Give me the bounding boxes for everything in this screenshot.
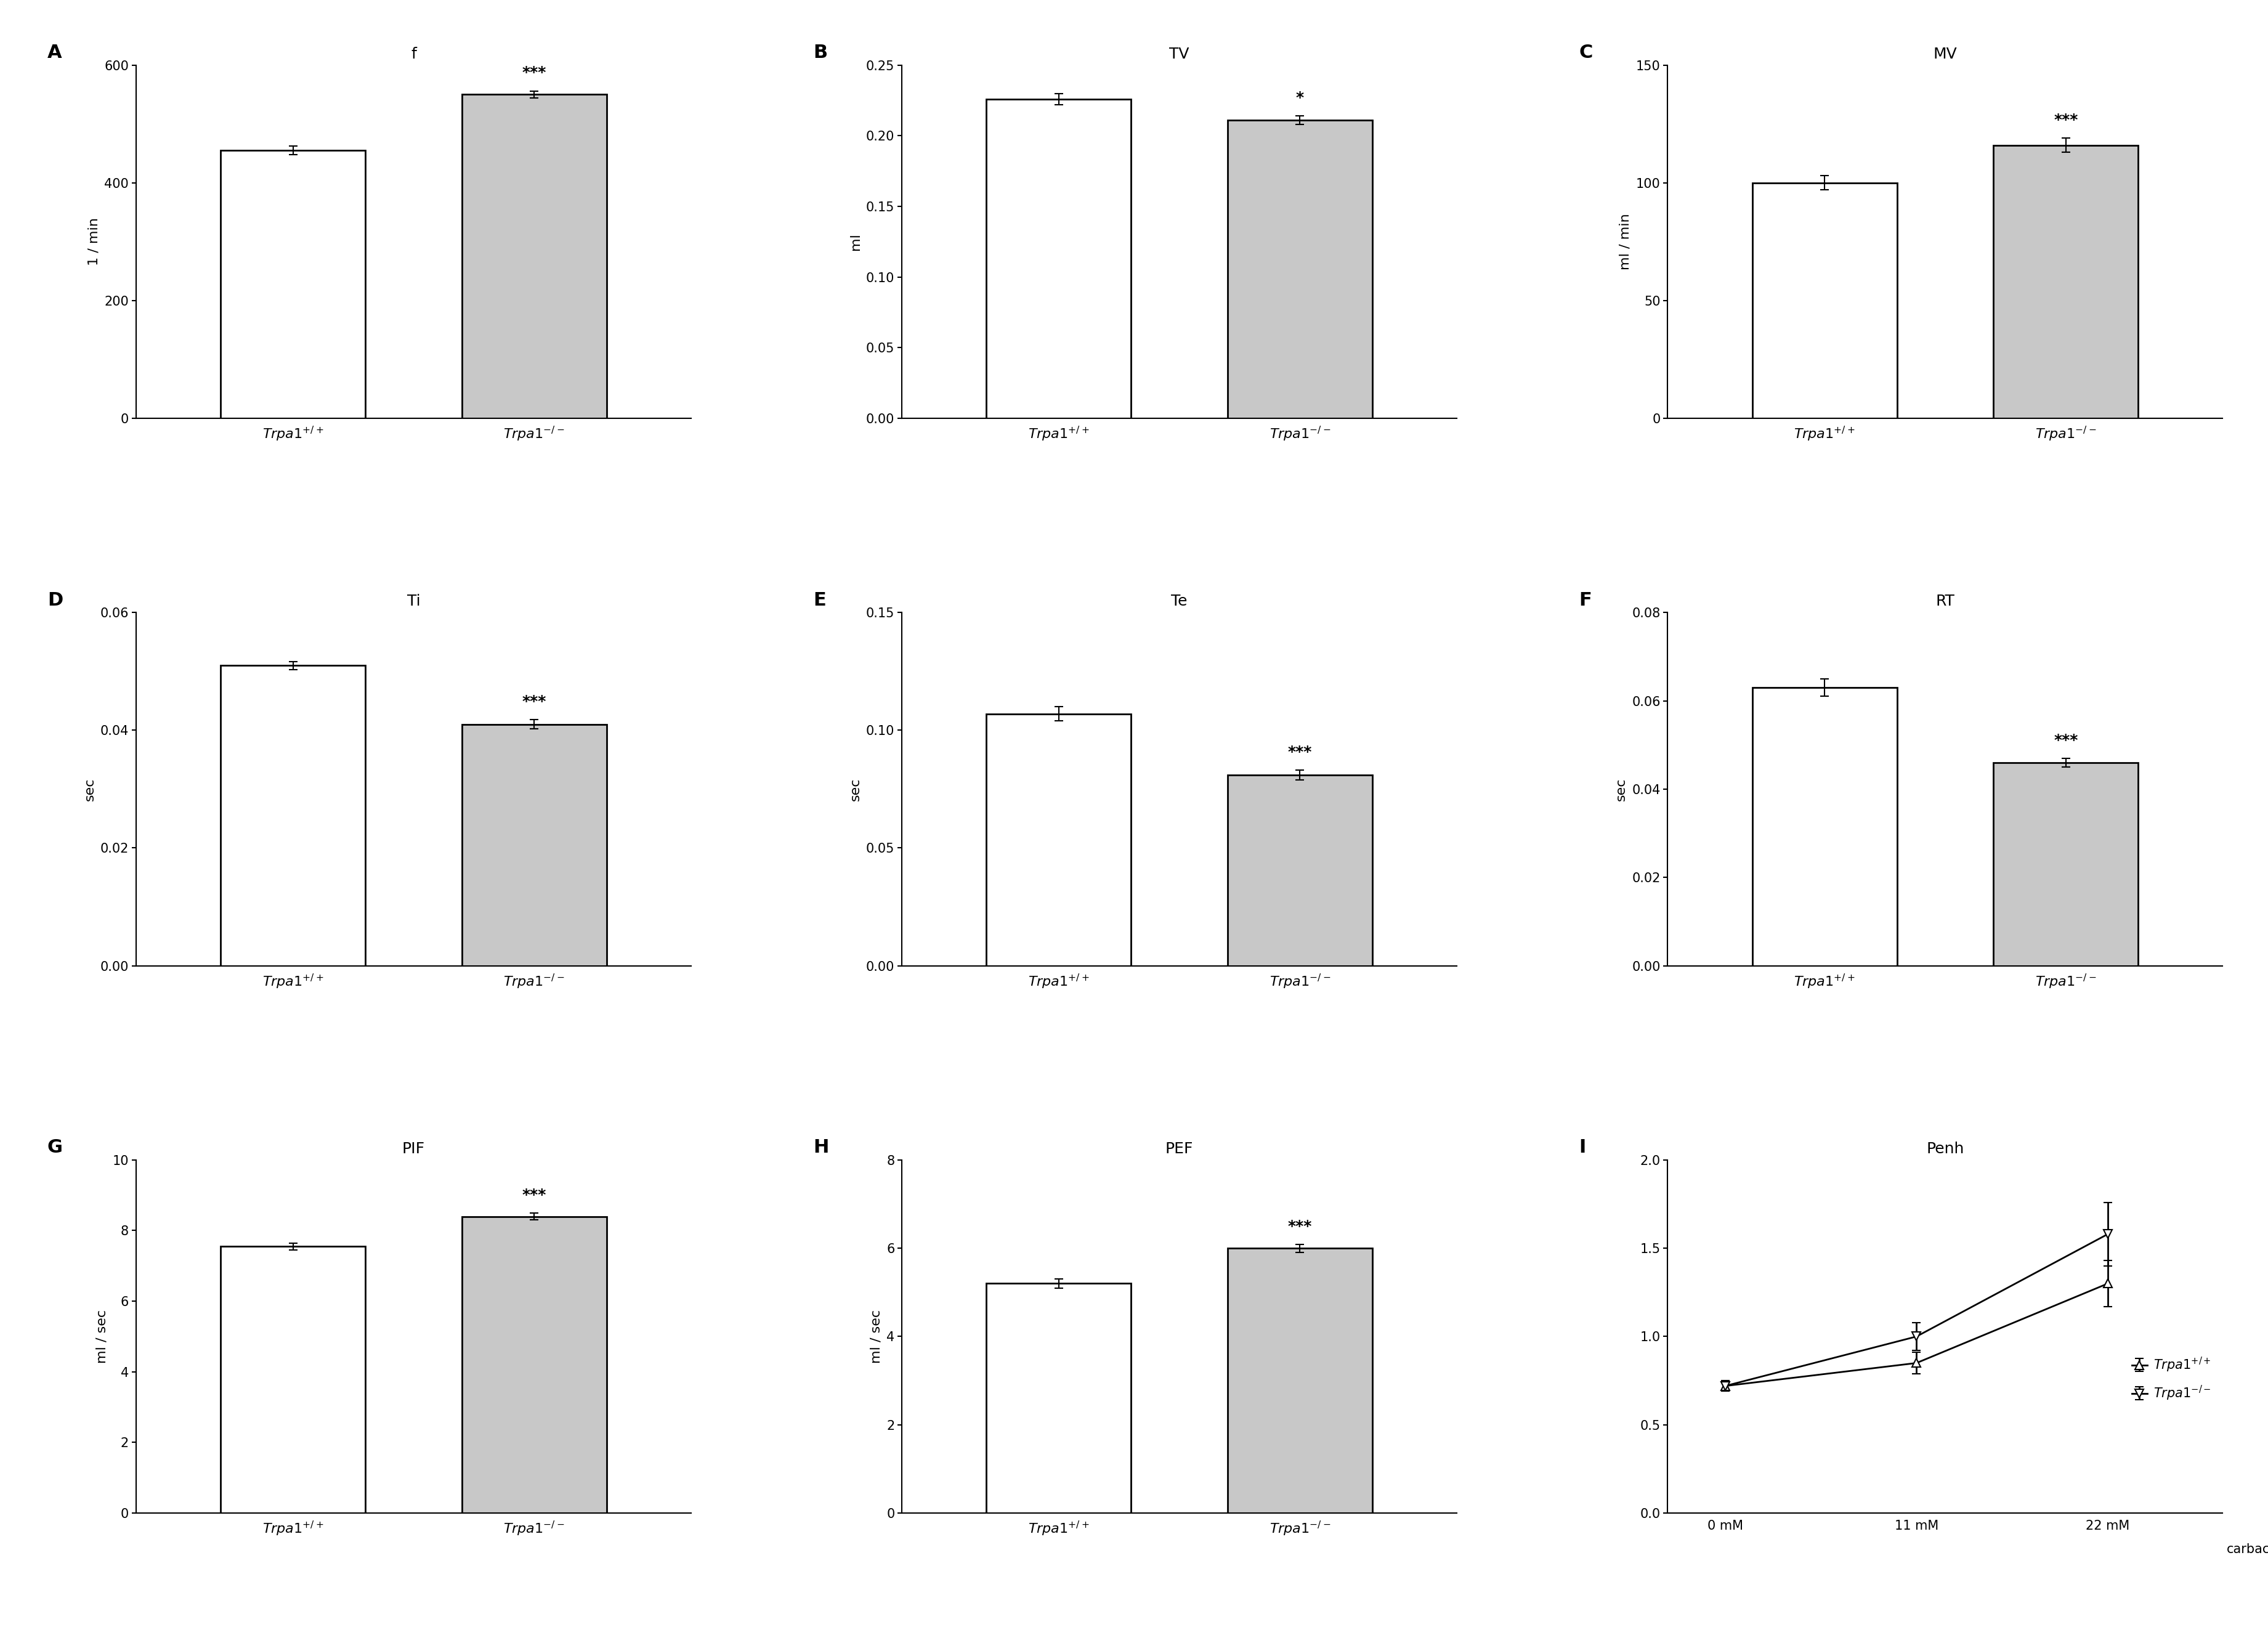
Title: Penh: Penh (1926, 1142, 1964, 1157)
Title: Ti: Ti (406, 594, 420, 608)
Text: *: * (1295, 91, 1304, 106)
Title: f: f (411, 47, 417, 62)
Bar (1227, 1248, 1372, 1513)
Text: ***: *** (522, 1188, 547, 1202)
Text: ***: *** (1288, 1219, 1313, 1233)
Bar (463, 94, 606, 418)
Bar (463, 1217, 606, 1513)
Bar (987, 1284, 1132, 1513)
Y-axis label: sec: sec (84, 778, 95, 800)
Text: ***: *** (522, 695, 547, 709)
Bar (987, 714, 1132, 966)
Y-axis label: 1 / min: 1 / min (88, 218, 100, 265)
Bar (1994, 763, 2139, 966)
Bar (220, 1246, 365, 1513)
Bar (220, 665, 365, 966)
Text: carbachol: carbachol (2227, 1542, 2268, 1555)
Y-axis label: sec: sec (1615, 778, 1628, 800)
Y-axis label: ml / sec: ml / sec (871, 1310, 882, 1363)
Text: H: H (814, 1139, 828, 1157)
Text: A: A (48, 44, 61, 62)
Bar (1994, 145, 2139, 418)
Text: ***: *** (2055, 732, 2077, 747)
Bar (220, 150, 365, 418)
Legend: $\it{Trpa1}$$^{+/+}$, $\it{Trpa1}$$^{-/-}$: $\it{Trpa1}$$^{+/+}$, $\it{Trpa1}$$^{-/-… (2127, 1350, 2216, 1407)
Title: RT: RT (1935, 594, 1955, 608)
Title: Te: Te (1170, 594, 1188, 608)
Bar (987, 99, 1132, 418)
Bar (1753, 182, 1896, 418)
Y-axis label: ml: ml (851, 233, 862, 251)
Title: PIF: PIF (401, 1142, 424, 1157)
Bar (1227, 774, 1372, 966)
Y-axis label: ml / sec: ml / sec (95, 1310, 109, 1363)
Bar (1753, 688, 1896, 966)
Title: TV: TV (1170, 47, 1188, 62)
Bar (463, 724, 606, 966)
Bar (1227, 120, 1372, 418)
Text: D: D (48, 591, 64, 608)
Text: ***: *** (1288, 745, 1313, 760)
Text: E: E (814, 591, 826, 608)
Y-axis label: ml / min: ml / min (1619, 213, 1631, 270)
Title: PEF: PEF (1166, 1142, 1193, 1157)
Text: G: G (48, 1139, 64, 1157)
Text: C: C (1579, 44, 1592, 62)
Text: I: I (1579, 1139, 1585, 1157)
Text: B: B (814, 44, 828, 62)
Y-axis label: sec: sec (851, 778, 862, 800)
Title: MV: MV (1932, 47, 1957, 62)
Text: ***: *** (522, 65, 547, 80)
Text: ***: *** (2055, 112, 2077, 127)
Text: F: F (1579, 591, 1592, 608)
